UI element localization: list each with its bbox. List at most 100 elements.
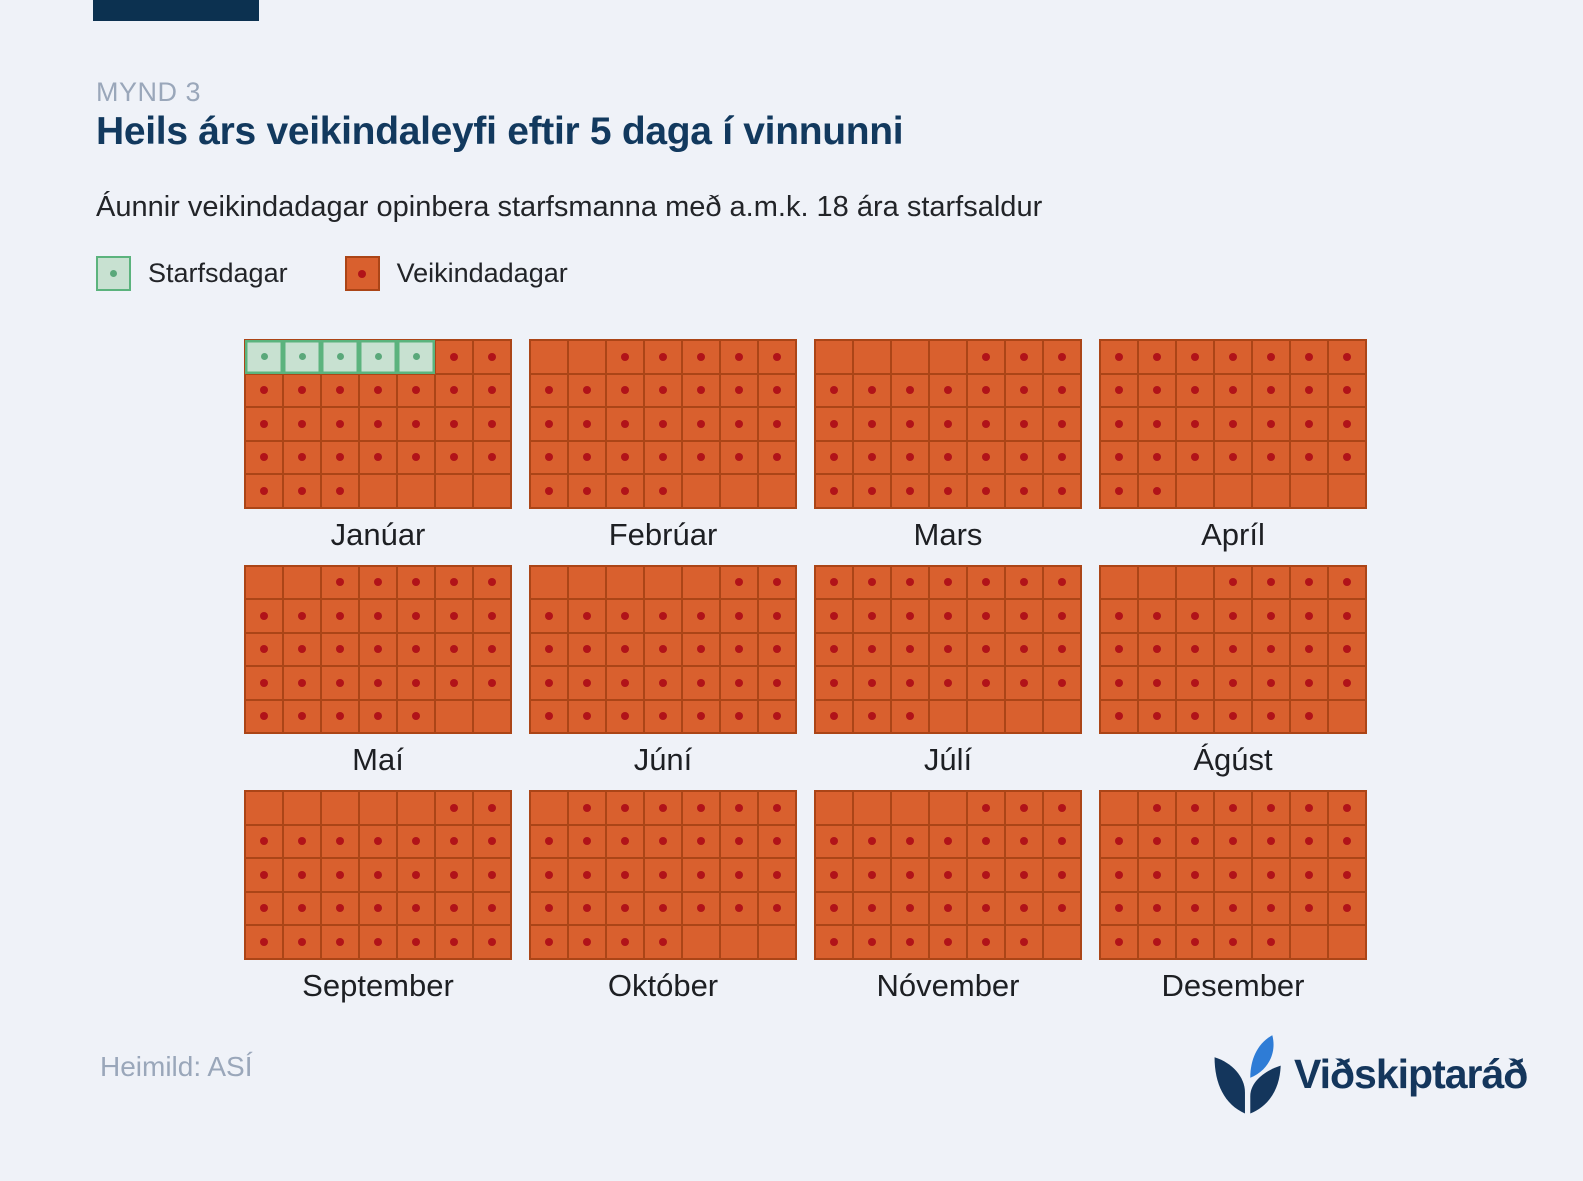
- sickday-cell: [1100, 666, 1138, 700]
- blank-cell: [929, 340, 967, 374]
- sickday-dot-icon: [545, 712, 553, 721]
- sickday-dot-icon: [1305, 453, 1313, 462]
- sickday-dot-icon: [450, 937, 458, 946]
- sickday-cell: [1252, 891, 1290, 925]
- sickday-cell: [682, 699, 720, 733]
- sickday-cell: [1252, 599, 1290, 633]
- sickday-cell: [1176, 925, 1214, 959]
- month-grid: [1099, 564, 1367, 734]
- sickday-cell: [568, 440, 606, 474]
- sickday-cell: [1214, 373, 1252, 407]
- sickday-cell: [397, 891, 435, 925]
- sickday-dot-icon: [298, 904, 306, 913]
- sickday-cell: [1214, 407, 1252, 441]
- sickday-cell: [530, 858, 568, 892]
- sickday-cell: [1138, 407, 1176, 441]
- sickday-dot-icon: [1267, 578, 1275, 587]
- sickday-cell: [1328, 565, 1366, 599]
- sickday-dot-icon: [336, 837, 344, 846]
- sickday-cell: [682, 373, 720, 407]
- sickday-cell: [245, 599, 283, 633]
- sickday-cell: [606, 599, 644, 633]
- sickday-dot-icon: [1058, 904, 1066, 913]
- sickday-dot-icon: [450, 352, 458, 361]
- sickday-cell: [891, 666, 929, 700]
- sickday-dot-icon: [1229, 937, 1237, 946]
- sickday-cell: [853, 699, 891, 733]
- sickday-dot-icon: [1153, 870, 1161, 879]
- sickday-cell: [720, 407, 758, 441]
- sickday-cell: [644, 340, 682, 374]
- sickday-cell: [245, 699, 283, 733]
- blank-cell: [1290, 925, 1328, 959]
- sickday-dot-icon: [545, 870, 553, 879]
- sickday-dot-icon: [1191, 904, 1199, 913]
- sickday-cell: [1100, 474, 1138, 508]
- sickday-cell: [1100, 373, 1138, 407]
- sickday-dot-icon: [1115, 904, 1123, 913]
- sickday-dot-icon: [982, 611, 990, 620]
- month-label: Ágúst: [1193, 742, 1273, 777]
- sickday-cell: [891, 925, 929, 959]
- sickday-dot-icon: [1229, 803, 1237, 812]
- sickday-dot-icon: [773, 645, 781, 654]
- sickday-dot-icon: [659, 904, 667, 913]
- sickday-dot-icon: [906, 837, 914, 846]
- sickday-cell: [1290, 340, 1328, 374]
- sickday-cell: [283, 891, 321, 925]
- sickday-dot-icon: [450, 419, 458, 428]
- sickday-dot-icon: [982, 578, 990, 587]
- sickday-dot-icon: [830, 904, 838, 913]
- sickday-dot-icon: [583, 937, 591, 946]
- workday-dot-icon: [336, 353, 344, 361]
- sickday-dot-icon: [1153, 352, 1161, 361]
- sickday-dot-icon: [298, 937, 306, 946]
- sickday-cell: [1100, 632, 1138, 666]
- sickday-cell: [1214, 666, 1252, 700]
- sickday-cell: [606, 407, 644, 441]
- sickday-dot-icon: [944, 645, 952, 654]
- sickday-cell: [1252, 791, 1290, 825]
- blank-cell: [853, 791, 891, 825]
- sickday-cell: [967, 599, 1005, 633]
- sickday-cell: [967, 373, 1005, 407]
- sickday-dot-icon: [1305, 712, 1313, 721]
- sickday-dot-icon: [450, 803, 458, 812]
- logo-text: Viðskiptaráð: [1294, 1050, 1528, 1097]
- sickday-cell: [682, 407, 720, 441]
- sickday-cell: [644, 632, 682, 666]
- sickday-cell: [245, 440, 283, 474]
- sickday-cell: [473, 824, 511, 858]
- sickday-dot-icon: [1267, 678, 1275, 687]
- sickday-cell: [435, 666, 473, 700]
- sickday-dot-icon: [1229, 837, 1237, 846]
- sickday-dot-icon: [1191, 678, 1199, 687]
- blank-cell: [435, 474, 473, 508]
- sickday-dot-icon: [1305, 611, 1313, 620]
- sickday-cell: [891, 440, 929, 474]
- sickday-cell: [245, 891, 283, 925]
- sickday-cell: [1290, 440, 1328, 474]
- sickday-dot-icon: [260, 870, 268, 879]
- blank-cell: [1100, 791, 1138, 825]
- sickday-cell: [720, 632, 758, 666]
- sickday-cell: [530, 474, 568, 508]
- sickday-dot-icon: [1020, 904, 1028, 913]
- sickday-cell: [321, 925, 359, 959]
- sickday-dot-icon: [830, 837, 838, 846]
- sickday-cell: [1005, 824, 1043, 858]
- sickday-dot-icon: [488, 678, 496, 687]
- sickday-dot-icon: [621, 453, 629, 462]
- sickday-cell: [1214, 824, 1252, 858]
- blank-cell: [1100, 565, 1138, 599]
- sickday-dot-icon: [1305, 803, 1313, 812]
- sickday-cell: [682, 340, 720, 374]
- month-grid: [814, 790, 1082, 960]
- sickday-cell: [321, 565, 359, 599]
- sickday-dot-icon: [621, 937, 629, 946]
- sickday-dot-icon: [982, 352, 990, 361]
- sickday-cell: [1176, 440, 1214, 474]
- blank-cell: [682, 925, 720, 959]
- sickday-dot-icon: [545, 678, 553, 687]
- sickday-dot-icon: [1229, 453, 1237, 462]
